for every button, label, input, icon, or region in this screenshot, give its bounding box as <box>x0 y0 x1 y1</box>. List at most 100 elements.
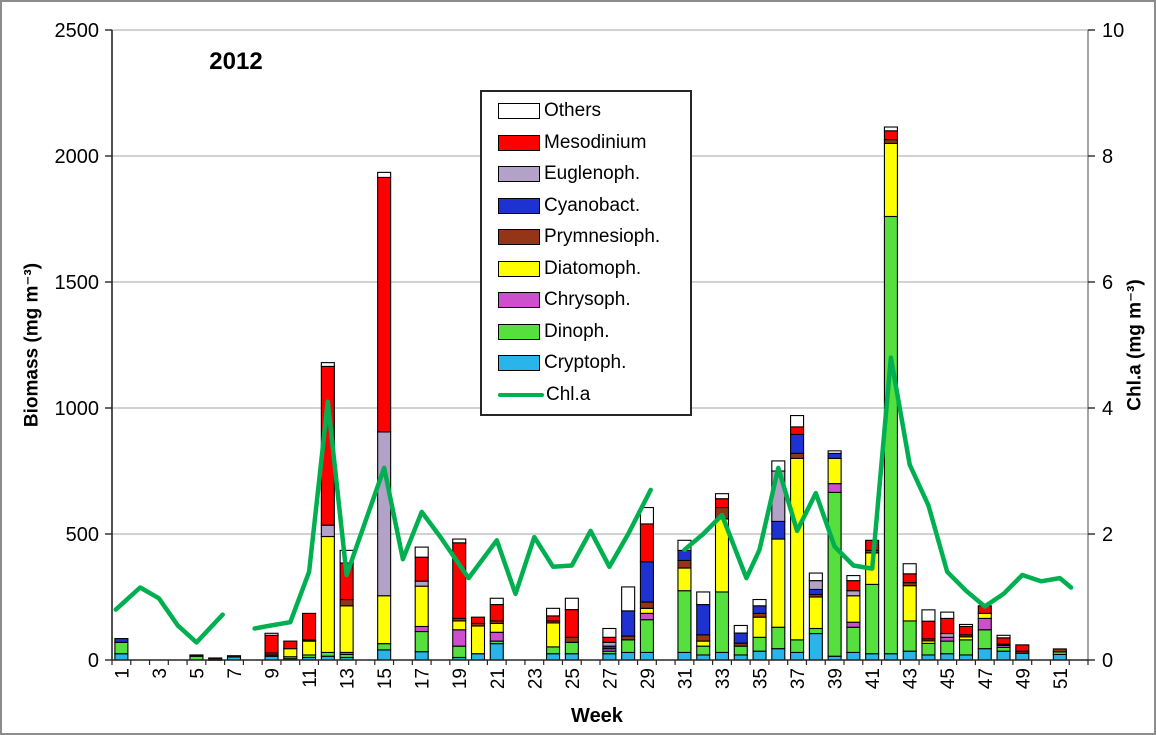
legend-item-prymnesioph: Prymnesioph. <box>498 224 686 250</box>
bar-segment <box>846 580 861 592</box>
bar-segment <box>827 483 842 493</box>
bar-week-48 <box>996 634 1011 661</box>
bar-segment <box>602 653 617 661</box>
bar-week-29 <box>639 506 654 661</box>
bar-week-37 <box>790 415 805 661</box>
bar-segment <box>639 651 654 661</box>
bar-segment <box>977 648 992 661</box>
bar-week-25 <box>564 597 579 661</box>
bar-segment <box>208 657 223 660</box>
x-tick-label: 39 <box>826 668 847 689</box>
bar-segment <box>377 171 392 178</box>
bar-segment <box>414 651 429 661</box>
bar-week-9 <box>264 632 279 661</box>
x-tick-label: 29 <box>638 668 659 689</box>
bar-week-40 <box>846 575 861 661</box>
bar-segment <box>808 632 823 661</box>
y-left-tick-label: 2000 <box>55 146 100 168</box>
bar-segment <box>846 590 861 597</box>
bar-segment <box>452 620 467 631</box>
bar-segment <box>958 639 974 656</box>
bar-segment <box>677 567 692 592</box>
bar-segment <box>771 626 786 650</box>
bar-segment <box>883 130 898 141</box>
y-left-tick-label: 1000 <box>55 398 100 420</box>
x-tick-label: 27 <box>600 668 621 689</box>
bar-segment <box>790 651 805 661</box>
chart-title: 2012 <box>209 48 263 75</box>
legend-swatch-diatomoph <box>498 260 540 277</box>
bar-segment <box>114 638 129 643</box>
legend-item-euglenoph: Euglenoph. <box>498 161 686 187</box>
bar-week-17 <box>414 546 429 661</box>
bar-segment <box>808 596 823 630</box>
bar-segment <box>564 636 579 643</box>
bar-segment <box>564 597 579 611</box>
bar-segment <box>639 561 654 603</box>
bar-segment <box>283 640 298 650</box>
bar-segment <box>621 635 636 641</box>
bar-segment <box>264 634 279 654</box>
bar-segment <box>902 573 917 584</box>
legend-swatch-chrysoph <box>498 292 540 309</box>
bar-segment <box>696 604 711 636</box>
bar-segment <box>320 651 335 657</box>
x-tick-label: 51 <box>1051 668 1072 689</box>
legend-line-swatch-chl-a <box>498 392 544 398</box>
bar-segment <box>639 601 654 609</box>
bar-segment <box>846 575 861 582</box>
bar-segment <box>883 142 898 218</box>
bar-segment <box>1015 652 1030 661</box>
bar-segment <box>996 650 1011 661</box>
legend-item-mesodinium: Mesodinium <box>498 130 686 156</box>
bar-week-35 <box>752 598 767 661</box>
bar-segment <box>377 643 392 651</box>
bar-segment <box>639 523 654 563</box>
y-right-tick-label: 0 <box>1102 650 1113 672</box>
x-tick-label: 21 <box>488 668 509 689</box>
bar-segment <box>752 598 767 607</box>
bar-segment <box>996 634 1011 639</box>
x-tick-label: 33 <box>713 668 734 689</box>
bar-segment <box>940 617 955 635</box>
chla-line <box>113 355 1074 645</box>
bar-segment <box>940 640 955 655</box>
bar-segment <box>114 641 129 655</box>
bar-segment <box>414 625 429 633</box>
legend-label: Cyanobact. <box>544 194 641 216</box>
bar-segment <box>752 616 767 638</box>
bar-segment <box>846 595 861 623</box>
bar-segment <box>677 590 692 653</box>
bar-segment <box>714 498 730 509</box>
bar-segment <box>283 648 298 658</box>
bar-segment <box>470 616 486 625</box>
bar-segment <box>414 556 429 582</box>
bar-segment <box>883 653 898 661</box>
bar-week-34 <box>733 624 748 661</box>
bar-segment <box>302 612 317 641</box>
legend-swatch-cryptoph <box>498 355 540 372</box>
bar-segment <box>790 452 805 459</box>
legend-swatch-cyanobact <box>498 197 540 214</box>
x-tick-label: 11 <box>300 668 321 688</box>
bar-week-46 <box>958 623 974 661</box>
x-tick-label: 5 <box>187 668 208 679</box>
legend-swatch-mesodinium <box>498 134 540 151</box>
bar-segment <box>414 546 429 558</box>
legend-item-chl-a: Chl.a <box>498 382 686 408</box>
bar-week-13 <box>339 549 354 661</box>
bar-segment <box>771 648 786 661</box>
bar-segment <box>771 520 786 540</box>
bar-segment <box>564 609 579 638</box>
bar-segment <box>696 634 711 642</box>
bar-segment <box>733 632 748 644</box>
y-right-tick-label: 8 <box>1102 146 1113 168</box>
x-tick-label: 41 <box>863 668 884 689</box>
legend-label: Dinoph. <box>544 320 610 342</box>
bar-segment <box>414 585 429 628</box>
bar-segment <box>452 538 467 544</box>
x-tick-label: 45 <box>938 668 959 689</box>
bar-segment <box>546 653 561 661</box>
legend-label: Euglenoph. <box>544 163 641 185</box>
x-tick-label: 43 <box>901 668 922 689</box>
